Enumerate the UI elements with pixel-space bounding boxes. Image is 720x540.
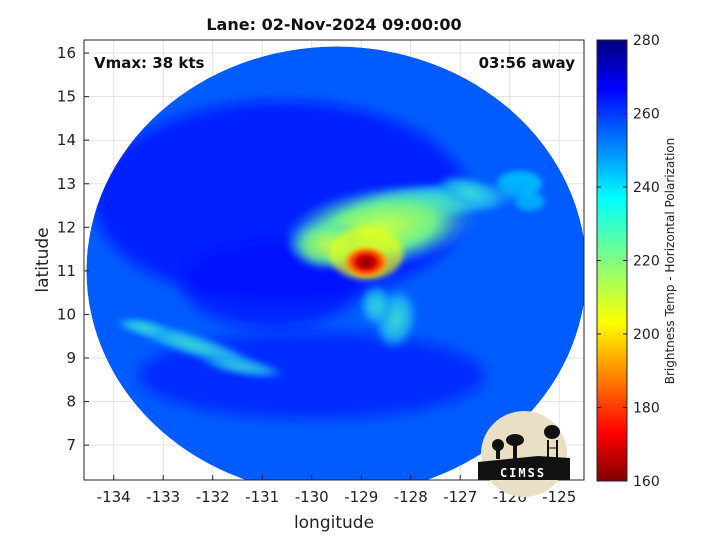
y-tick-label: 11 bbox=[57, 262, 76, 280]
plot-area bbox=[83, 39, 585, 481]
x-tick-label: -133 bbox=[146, 488, 180, 506]
colorbar-tick-label: 240 bbox=[633, 180, 660, 196]
colorbar-ticks: 160 180 200 220 240 260 280 bbox=[597, 33, 660, 490]
colorbar-label: Brightness Temp - Horizontal Polarizatio… bbox=[663, 138, 677, 385]
y-tick-label: 10 bbox=[57, 305, 76, 323]
x-tick-label: -130 bbox=[295, 488, 329, 506]
y-tick-label: 8 bbox=[66, 393, 76, 411]
warm-core bbox=[341, 244, 391, 280]
y-tick-label: 9 bbox=[66, 349, 76, 367]
colorbar-tick-label: 220 bbox=[633, 254, 660, 270]
y-tick-label: 14 bbox=[57, 131, 76, 149]
plot-frame bbox=[83, 39, 585, 481]
band-south-2 bbox=[358, 283, 394, 328]
x-tick-label: -127 bbox=[443, 488, 477, 506]
x-tick-label: -129 bbox=[344, 488, 378, 506]
colorbar-tick-label: 160 bbox=[633, 474, 660, 490]
x-tick-label: -134 bbox=[97, 488, 131, 506]
colorbar-tick-label: 280 bbox=[633, 33, 660, 49]
logo-text: CIMSS bbox=[500, 466, 546, 480]
x-tick-label: -125 bbox=[542, 488, 576, 506]
colorbar: 160 180 200 220 240 260 280 Brightness Temp - … bbox=[596, 33, 677, 490]
swath bbox=[86, 46, 584, 480]
x-tick-label: -132 bbox=[196, 488, 230, 506]
colorbar-tick-label: 200 bbox=[633, 327, 660, 343]
colorbar-tick-label: 180 bbox=[633, 401, 660, 417]
band-southwest-3 bbox=[198, 354, 287, 379]
colorbar-tick-label: 260 bbox=[633, 107, 660, 123]
chart-title: Lane: 02-Nov-2024 09:00:00 bbox=[206, 15, 461, 34]
y-tick-label: 7 bbox=[66, 436, 76, 454]
y-tick-label: 13 bbox=[57, 175, 76, 193]
y-tick-label: 12 bbox=[57, 218, 76, 236]
swath-image bbox=[86, 46, 584, 480]
y-axis-label: latitude bbox=[33, 227, 53, 292]
time-offset-annotation: 03:56 away bbox=[479, 54, 576, 72]
x-tick-label: -131 bbox=[245, 488, 279, 506]
vmax-annotation: Vmax: 38 kts bbox=[94, 54, 204, 72]
y-tick-label: 16 bbox=[57, 44, 76, 62]
x-tick-label: -128 bbox=[394, 488, 428, 506]
x-axis-label: longitude bbox=[294, 513, 374, 533]
band-north-east bbox=[437, 173, 504, 212]
colorbar-scale bbox=[596, 39, 628, 482]
y-axis: 7 8 9 10 11 12 13 14 15 16 bbox=[57, 44, 89, 454]
x-axis: -134 -133 -132 -131 -130 -129 -128 -127 -126 -125 bbox=[97, 475, 576, 506]
y-tick-label: 15 bbox=[57, 88, 76, 106]
band-southwest-2 bbox=[114, 317, 173, 339]
cimss-logo: CIMSS bbox=[478, 411, 570, 497]
